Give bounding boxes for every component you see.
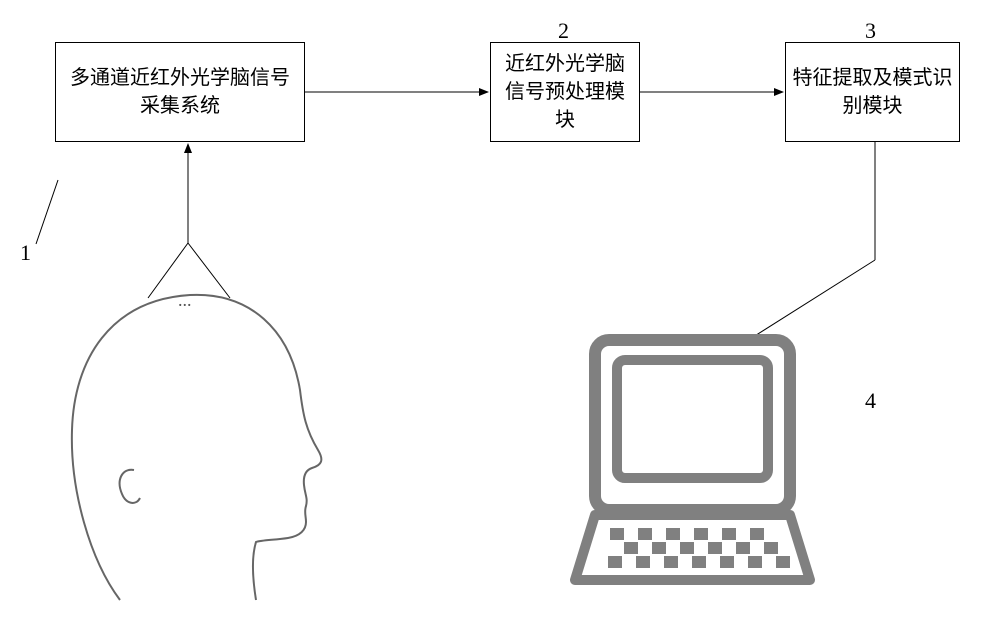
- head-v-right: [188, 243, 230, 298]
- box-feature-text: 特征提取及模式识 别模块: [793, 64, 953, 120]
- box-acquisition: 多通道近红外光学脑信号 采集系统: [55, 42, 305, 142]
- head-dots: ...: [178, 290, 192, 311]
- label1-pointer: [36, 180, 58, 244]
- arrow-3-laptop: [742, 260, 875, 344]
- box-feature: 特征提取及模式识 别模块: [785, 42, 960, 142]
- box-acquisition-text: 多通道近红外光学脑信号 采集系统: [70, 64, 290, 120]
- label-1: 1: [20, 240, 31, 266]
- box-preprocess-text: 近红外光学脑 信号预处理模 块: [505, 50, 625, 134]
- laptop-icon: [575, 340, 810, 580]
- head-outline: [72, 295, 322, 600]
- box-preprocess: 近红外光学脑 信号预处理模 块: [490, 42, 640, 142]
- diagram-canvas: 多通道近红外光学脑信号 采集系统 近红外光学脑 信号预处理模 块 特征提取及模式…: [0, 0, 1000, 629]
- label-4: 4: [865, 388, 876, 414]
- head-ear: [120, 470, 140, 503]
- label-2: 2: [558, 18, 569, 44]
- label-3: 3: [865, 18, 876, 44]
